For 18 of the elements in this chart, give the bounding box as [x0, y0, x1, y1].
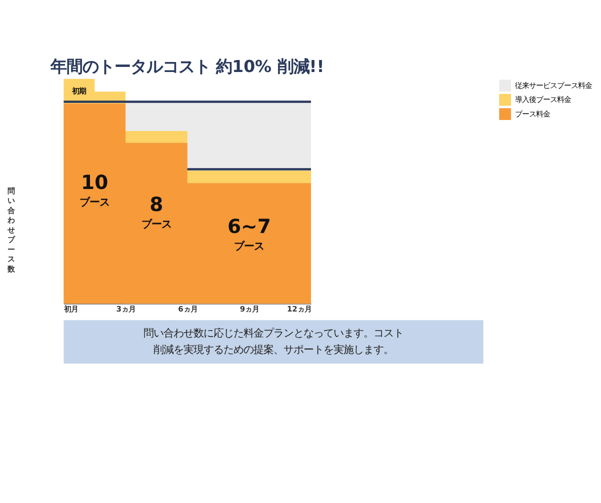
annotation: ブース — [141, 218, 172, 230]
chart-title: 年間のトータルコスト 約10% 削減!! — [49, 57, 324, 76]
x-tick-label: 3ヵ月 — [116, 304, 136, 314]
x-tick-label: 12ヵ月 — [286, 304, 312, 314]
x-tick-label: 6ヵ月 — [178, 304, 198, 314]
x-tick-label: 初月 — [63, 304, 78, 314]
annotation: 8 — [150, 192, 164, 216]
annotation: 初期 — [71, 86, 86, 96]
annotation: 6~7 — [227, 214, 271, 238]
annotation: 10 — [81, 171, 108, 194]
legend-label: 導入後ブース料金 — [514, 95, 571, 104]
text: 問い合わせブース数 — [8, 186, 15, 274]
text: 問い合わせ数に応じた料金プランとなっています。コスト削減を実現するための提案、サポートを実施します。 — [144, 328, 404, 356]
x-tick-label: 9ヵ月 — [240, 304, 260, 314]
annotation: ブース — [234, 240, 264, 252]
annotation: ブース — [80, 196, 110, 209]
legend-label: 従来サービスブース料金 — [514, 80, 592, 90]
legend-label: ブース料金 — [514, 109, 550, 118]
